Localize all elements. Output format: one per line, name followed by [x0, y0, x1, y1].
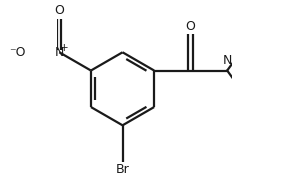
Text: Br: Br	[116, 163, 129, 176]
Text: O: O	[186, 20, 196, 33]
Text: N: N	[55, 46, 64, 59]
Text: O: O	[54, 4, 64, 17]
Text: ⁻O: ⁻O	[9, 46, 26, 59]
Text: N: N	[223, 54, 232, 67]
Text: +: +	[60, 43, 69, 53]
